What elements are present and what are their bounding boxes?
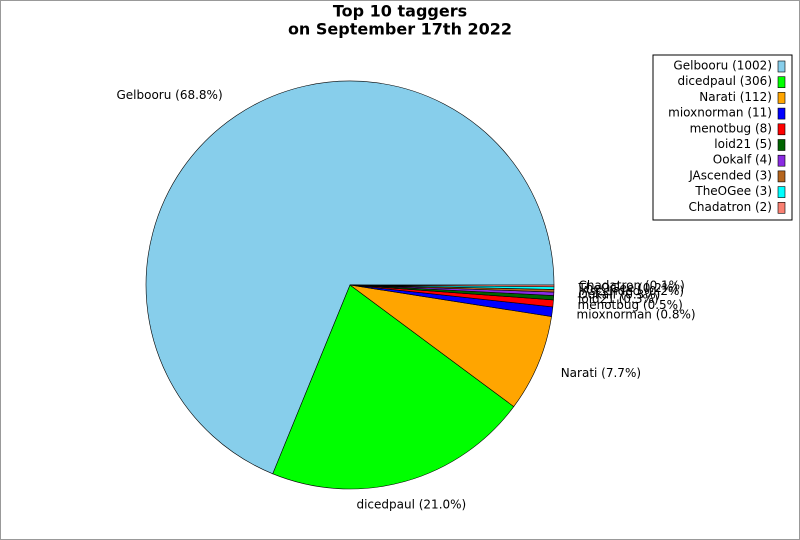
legend-label: JAscended (3) xyxy=(688,168,772,182)
legend-label: Narati (112) xyxy=(699,90,772,104)
pie-slice xyxy=(349,284,555,288)
legend-label: Chadatron (2) xyxy=(689,200,772,214)
legend-label: Ookalf (4) xyxy=(713,153,772,167)
legend-swatch xyxy=(777,92,786,104)
legend-swatch xyxy=(777,139,786,151)
legend-label: Gelbooru (1002) xyxy=(673,59,772,73)
legend-swatch xyxy=(777,154,786,167)
legend-swatch xyxy=(777,186,786,198)
legend-label: loid21 (5) xyxy=(714,137,772,151)
slice-label: JAscended (0.2%) xyxy=(577,284,684,298)
slice-label: TheOGee (0.2%) xyxy=(577,281,678,295)
pie-slice xyxy=(145,80,555,475)
legend-label: menotbug (8) xyxy=(690,121,772,135)
legend-label: mioxnorman (11) xyxy=(668,106,772,120)
pie-slice xyxy=(272,284,515,490)
slice-label: Gelbooru (68.8%) xyxy=(116,88,222,102)
legend-swatch xyxy=(777,60,786,73)
slice-label: loid21 (0.3%) xyxy=(578,292,659,306)
legend-swatch xyxy=(777,76,786,88)
legend-label: TheOGee (3) xyxy=(694,184,772,198)
pie-slice xyxy=(349,284,552,408)
slice-label: Narati (7.7%) xyxy=(561,366,641,380)
chart-title: Top 10 taggers xyxy=(333,2,467,21)
slice-label: Ookalf (0.3%) xyxy=(578,287,660,301)
slice-label: dicedpaul (21.0%) xyxy=(356,498,466,512)
slice-label: menotbug (0.5%) xyxy=(578,298,683,312)
chart-subtitle: on September 17th 2022 xyxy=(288,20,512,39)
slice-label: mioxnorman (0.8%) xyxy=(577,307,696,321)
legend-label: dicedpaul (306) xyxy=(677,74,772,88)
legend-box xyxy=(652,54,793,221)
slice-label: Chadatron (0.1%) xyxy=(578,278,684,292)
legend-swatch xyxy=(777,107,786,120)
legend-swatch xyxy=(777,202,786,214)
legend-swatch xyxy=(777,123,786,136)
legend-swatch xyxy=(777,170,786,183)
